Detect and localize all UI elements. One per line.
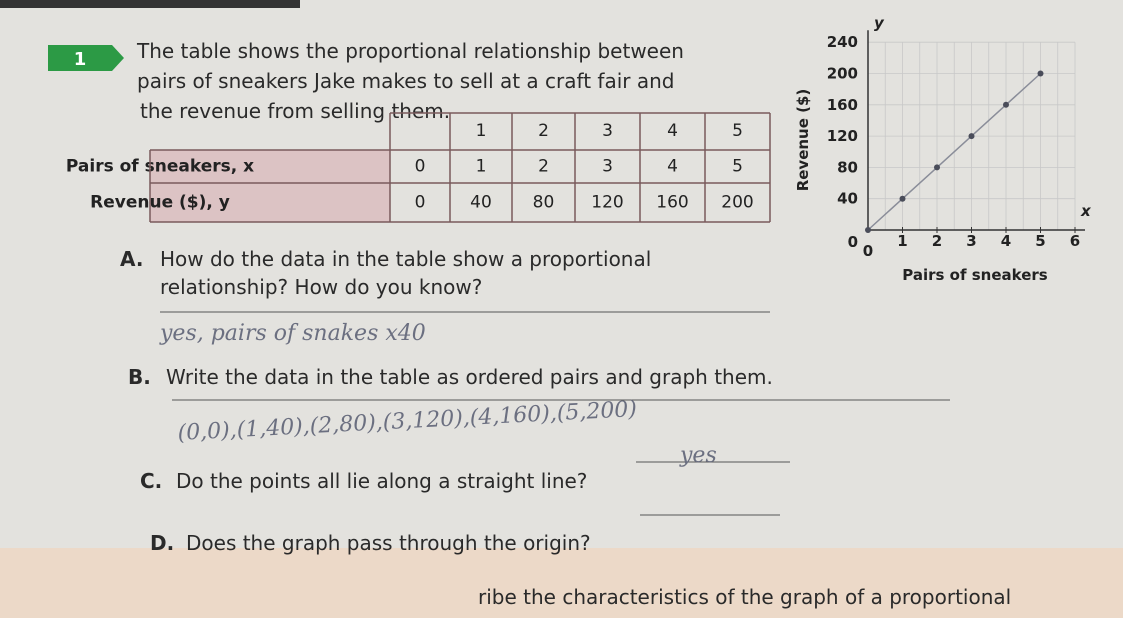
x-tick-label: 2 [932,232,942,250]
x-axis-label: Pairs of sneakers [902,266,1048,284]
question-label: A. [120,247,143,271]
question-label: B. [128,365,151,389]
y-tick-label: 0 [848,233,858,251]
plotted-point [934,164,940,171]
table-cell: 80 [533,193,555,213]
x-tick-label: 4 [1001,232,1011,250]
table-cell: 0 [415,193,426,213]
table-cell: 5 [732,121,743,141]
y-tick-label: 160 [827,96,858,114]
table-cell: Pairs of sneakers, x [66,157,254,177]
x-tick-label: 1 [897,232,907,250]
table-cell: 3 [602,157,613,177]
y-tick-label: 120 [827,127,858,145]
table-cell: 3 [602,121,613,141]
table-cell: 2 [538,121,549,141]
problem-text: the revenue from selling them. [140,99,450,123]
table-cell: 5 [732,157,743,177]
table-cell: 4 [667,121,678,141]
table-cell: 4 [667,157,678,177]
question-text: Write the data in the table as ordered p… [166,365,773,389]
table-cell: 1 [476,121,487,141]
drawn-line [867,72,1042,231]
problem-text: The table shows the proportional relatio… [136,39,684,63]
x-tick-label: 5 [1035,232,1045,250]
lower-band [0,548,1123,618]
question-label: C. [140,469,162,493]
table-cell: 120 [591,193,623,213]
plotted-point [865,227,871,233]
plotted-point [1003,101,1009,108]
x-axis-name: x [1080,202,1092,220]
handwritten-answer: yes, pairs of snakes x40 [159,321,426,346]
question-label: D. [150,531,174,555]
y-tick-label: 80 [837,158,858,176]
question-text: Does the graph pass through the origin? [186,531,591,555]
problem-number: 1 [74,49,87,70]
x-tick-label: 0 [863,242,873,260]
table-cell: 160 [656,193,688,213]
question-text: relationship? How do you know? [160,275,482,299]
y-axis-label: Revenue ($) [794,89,812,192]
table-cell: 2 [538,157,549,177]
x-tick-label: 6 [1070,232,1080,250]
handwritten-answer: yes [679,443,717,468]
question-text: How do the data in the table show a prop… [160,247,651,271]
y-tick-label: 240 [827,33,858,51]
table-cell: 0 [415,157,426,177]
y-tick-label: 40 [837,190,858,208]
table-header-fill [150,150,390,222]
plotted-point [899,195,906,202]
y-tick-label: 200 [827,65,858,83]
y-axis-name: y [874,14,885,32]
table-cell: 1 [476,157,487,177]
question-text: Do the points all lie along a straight l… [176,469,587,493]
plotted-point [1037,70,1044,77]
table-cell: 200 [721,193,753,213]
table-cell: Revenue ($), y [90,193,230,213]
x-tick-label: 3 [966,232,976,250]
problem-text: pairs of sneakers Jake makes to sell at … [137,69,674,93]
header-strip [0,0,300,8]
footer-text: ribe the characteristics of the graph of… [478,585,1011,609]
plotted-point [968,133,975,140]
table-cell: 40 [470,193,492,213]
problem-badge [48,45,124,71]
